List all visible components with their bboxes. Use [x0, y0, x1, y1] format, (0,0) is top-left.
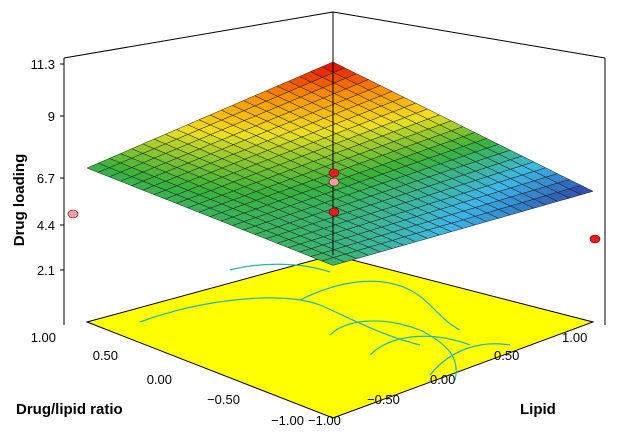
design-point: [67, 209, 79, 219]
x-tick-label: 0.50: [93, 348, 118, 363]
contour-line: [229, 263, 331, 273]
x-tick-label: −1.00: [271, 413, 304, 428]
z-axis-label: Drug loading: [11, 154, 28, 247]
floor-plane: [85, 254, 595, 419]
z-tick-label: 11.3: [31, 57, 55, 72]
y-tick-label: 0.00: [430, 372, 455, 387]
tick-labels: 2.1 4.4 6.7 9 11.3 1.00 0.50 0.00 −0.50 −1.00 −1.0…: [31, 57, 588, 428]
contour-line: [329, 320, 457, 381]
contour-line: [369, 335, 471, 356]
contour-line: [299, 280, 461, 331]
surface-cell: [321, 257, 346, 266]
top-right-edge: [332, 11, 606, 59]
contour-line: [139, 297, 421, 346]
y-axis-label: Lipid: [520, 401, 556, 418]
design-point: [328, 168, 340, 178]
response-surface: [86, 61, 594, 266]
contour-floor: [85, 254, 595, 419]
x-tick-label: 1.00: [31, 330, 56, 345]
y-tick-label: 1.00: [562, 330, 587, 345]
design-points: [67, 168, 601, 244]
y-tick-label: −0.50: [367, 392, 400, 407]
z-tick-label: 6.7: [37, 171, 55, 186]
y-tick-label: 0.50: [494, 348, 519, 363]
x-tick-label: 0.00: [147, 372, 172, 387]
design-point: [589, 234, 601, 244]
contour-line: [429, 343, 511, 376]
design-point: [328, 177, 340, 187]
z-tick-label: 9: [48, 109, 55, 124]
x-axis-label: Drug/lipid ratio: [16, 401, 123, 418]
z-tick-label: 2.1: [37, 263, 55, 278]
x-tick-label: −0.50: [207, 392, 240, 407]
design-point: [328, 207, 340, 217]
z-tick-label: 4.4: [37, 218, 55, 233]
top-left-edge: [63, 11, 334, 59]
y-tick-label: −1.00: [308, 413, 341, 428]
